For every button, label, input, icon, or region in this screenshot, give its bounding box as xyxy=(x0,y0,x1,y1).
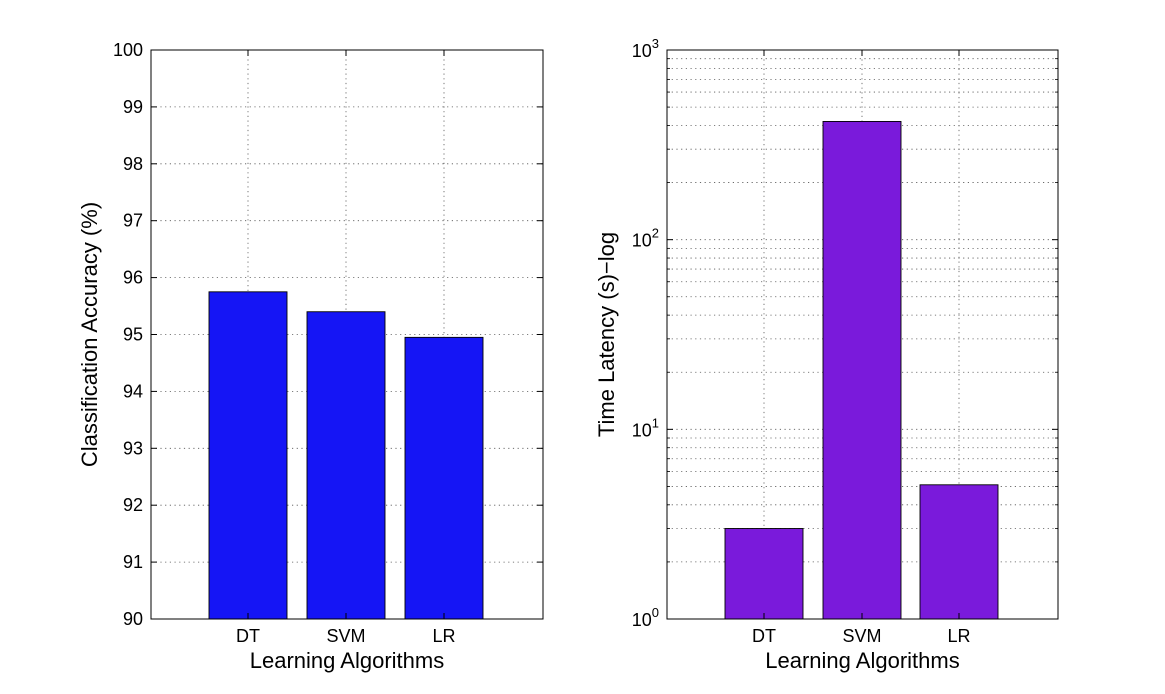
x-tick-label: SVM xyxy=(842,626,881,646)
y-tick-label: 94 xyxy=(123,381,143,401)
grid xyxy=(151,50,543,619)
x-tick-label: DT xyxy=(236,626,260,646)
y-tick-label: 98 xyxy=(123,154,143,174)
bar-svm xyxy=(306,311,386,620)
x-tick-label: LR xyxy=(947,626,970,646)
bar-dt xyxy=(208,291,288,620)
y-tick-label: 102 xyxy=(632,226,659,251)
bar-lr xyxy=(404,336,484,620)
y-tick-label: 101 xyxy=(632,415,659,440)
y-tick-label: 100 xyxy=(632,605,659,630)
x-tick-label: SVM xyxy=(326,626,365,646)
y-tick-label: 100 xyxy=(113,40,143,60)
bar-dt xyxy=(724,528,804,620)
bar-lr xyxy=(919,484,999,620)
x-axis-label: Learning Algorithms xyxy=(765,648,959,673)
bar-svm xyxy=(822,121,902,620)
y-tick-label: 91 xyxy=(123,552,143,572)
y-tick-label: 92 xyxy=(123,495,143,515)
y-tick-label: 93 xyxy=(123,438,143,458)
y-tick-label: 97 xyxy=(123,211,143,231)
x-tick-label: LR xyxy=(432,626,455,646)
y-tick-label: 103 xyxy=(632,36,659,61)
x-tick-label: DT xyxy=(752,626,776,646)
y-tick-label: 95 xyxy=(123,325,143,345)
y-tick-label: 96 xyxy=(123,268,143,288)
y-axis-label: Time Latency (s)−log xyxy=(594,232,619,437)
y-tick-label: 90 xyxy=(123,609,143,629)
y-axis-label: Classification Accuracy (%) xyxy=(77,202,102,467)
y-tick-label: 99 xyxy=(123,97,143,117)
x-axis-label: Learning Algorithms xyxy=(250,648,444,673)
